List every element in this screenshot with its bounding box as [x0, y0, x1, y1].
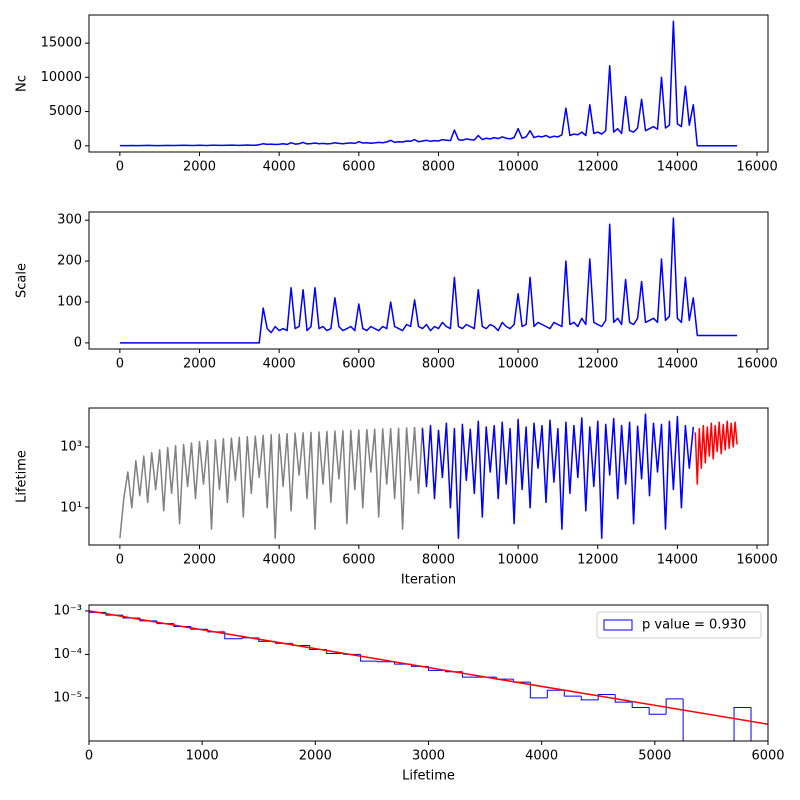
x-axis-label: Lifetime	[402, 769, 455, 784]
histogram-bin	[529, 682, 548, 699]
histogram-bin	[614, 694, 633, 703]
x-tick-label: 16000	[736, 553, 777, 568]
data-line	[89, 610, 768, 725]
legend-swatch	[603, 619, 633, 631]
x-tick-label: 8000	[422, 160, 455, 175]
x-tick-label: 2000	[183, 357, 216, 372]
histogram-bin	[377, 661, 395, 663]
y-tick-label: 0	[74, 335, 82, 350]
histogram-bin	[631, 702, 650, 709]
histogram-bin	[648, 707, 667, 715]
x-tick-label: 12000	[577, 160, 618, 175]
x-tick-label: 10000	[497, 160, 538, 175]
histogram-bin	[563, 690, 582, 697]
y-axis-label: Scale	[15, 263, 30, 298]
x-tick-label: 6000	[342, 160, 375, 175]
x-tick-label: 4000	[263, 553, 296, 568]
x-tick-label: 10000	[497, 357, 538, 372]
data-line	[421, 413, 695, 539]
histogram-bin	[733, 707, 752, 741]
y-tick-label: 10⁻⁵	[53, 690, 82, 705]
x-tick-label: 6000	[751, 749, 784, 764]
x-tick-label: 0	[116, 553, 124, 568]
axes-frame	[88, 14, 769, 153]
histogram-bin	[89, 611, 106, 741]
plot-area	[119, 413, 738, 539]
x-tick-label: 14000	[657, 553, 698, 568]
x-tick-label: 12000	[577, 553, 618, 568]
x-tick-label: 16000	[736, 160, 777, 175]
y-tick-label: 10⁻³	[53, 603, 82, 618]
x-axis-label: Iteration	[401, 573, 456, 588]
x-tick-label: 5000	[638, 749, 671, 764]
x-tick-label: 0	[85, 749, 93, 764]
histogram-bin	[682, 698, 684, 741]
legend-box	[596, 611, 762, 639]
x-tick-label: 4000	[525, 749, 558, 764]
x-tick-label: 12000	[577, 357, 618, 372]
axes-frame	[88, 604, 769, 742]
x-tick-label: 6000	[342, 553, 375, 568]
y-tick-label: 300	[57, 213, 82, 228]
axes-frame	[88, 407, 769, 546]
y-tick-label: 200	[57, 254, 82, 269]
histogram-bin	[665, 698, 684, 715]
y-tick-label: 10000	[41, 70, 82, 85]
x-tick-label: 1000	[186, 749, 219, 764]
x-tick-label: 10000	[497, 553, 538, 568]
x-tick-label: 4000	[263, 357, 296, 372]
x-tick-label: 2000	[183, 553, 216, 568]
y-tick-label: 5000	[49, 104, 82, 119]
x-tick-label: 4000	[263, 160, 296, 175]
axes-frame	[88, 211, 769, 350]
x-tick-label: 8000	[422, 357, 455, 372]
histogram-bin	[750, 707, 752, 741]
y-tick-label: 10³	[60, 439, 82, 454]
y-tick-label: 0	[74, 138, 82, 153]
x-tick-label: 16000	[736, 357, 777, 372]
y-tick-label: 10¹	[60, 500, 82, 515]
legend-label: p value = 0.930	[642, 618, 746, 633]
plot-area	[89, 610, 768, 741]
data-line	[694, 420, 738, 485]
plot-area	[119, 217, 738, 344]
x-tick-label: 0	[116, 357, 124, 372]
x-tick-label: 8000	[422, 553, 455, 568]
plot-area	[119, 20, 738, 147]
data-line	[119, 426, 424, 539]
y-axis-label: Lifetime	[15, 450, 30, 503]
x-tick-label: 14000	[657, 160, 698, 175]
data-line	[119, 217, 738, 344]
y-tick-label: 10⁻⁴	[53, 647, 82, 662]
y-axis-label: Nc	[15, 75, 30, 92]
histogram-bin	[597, 693, 616, 700]
x-tick-label: 14000	[657, 357, 698, 372]
x-tick-label: 6000	[342, 357, 375, 372]
y-tick-label: 100	[57, 294, 82, 309]
histogram-bin	[546, 689, 565, 698]
x-tick-label: 0	[116, 160, 124, 175]
x-tick-label: 2000	[183, 160, 216, 175]
data-line	[119, 20, 738, 147]
y-tick-label: 15000	[41, 36, 82, 51]
x-tick-label: 2000	[299, 749, 332, 764]
histogram-bin	[580, 696, 599, 701]
x-tick-label: 3000	[412, 749, 445, 764]
